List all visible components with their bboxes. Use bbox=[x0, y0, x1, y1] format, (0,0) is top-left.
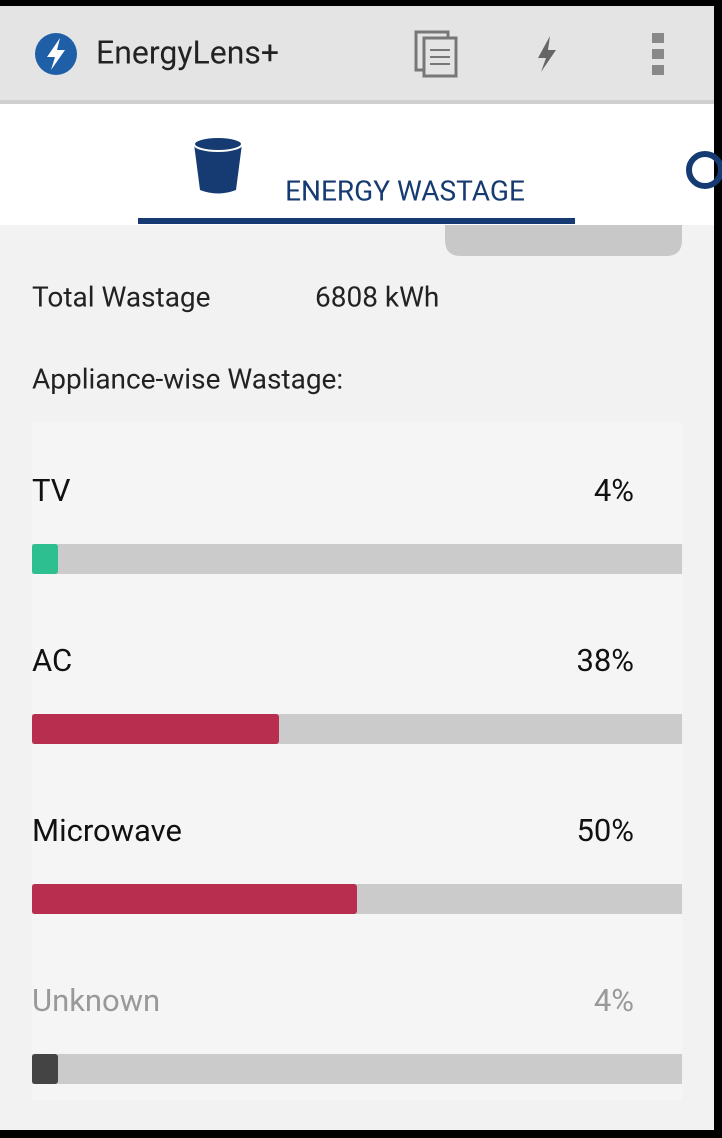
app-bar bbox=[0, 6, 714, 100]
app-icon-bolt bbox=[47, 38, 65, 70]
bar bbox=[32, 884, 357, 914]
appliance-name: Unknown bbox=[32, 982, 160, 1019]
summary-value: 6808 kWh bbox=[315, 280, 439, 313]
bar-track bbox=[32, 1054, 682, 1084]
appliance-percent: 4% bbox=[594, 472, 634, 509]
summary-label: Total Wastage bbox=[32, 280, 211, 313]
appliance-percent: 50% bbox=[576, 812, 634, 849]
app-bar-shadow bbox=[0, 100, 714, 104]
tab-indicator bbox=[138, 218, 575, 224]
copy-button[interactable] bbox=[414, 30, 458, 78]
bar bbox=[32, 714, 279, 744]
tab-bar bbox=[0, 104, 714, 225]
appliance-name: Microwave bbox=[32, 812, 182, 849]
list-panel bbox=[32, 422, 682, 1100]
appliance-name: AC bbox=[32, 642, 72, 679]
appliance-percent: 38% bbox=[576, 642, 634, 679]
partial-button[interactable] bbox=[445, 225, 682, 256]
bar bbox=[32, 544, 58, 574]
overflow-menu[interactable] bbox=[652, 33, 664, 75]
next-tab-icon[interactable] bbox=[686, 151, 722, 189]
bar-track bbox=[32, 544, 682, 574]
power-button[interactable] bbox=[538, 36, 556, 72]
tab-icon bbox=[193, 136, 243, 194]
tab-label[interactable]: ENERGY WASTAGE bbox=[285, 174, 525, 207]
bar bbox=[32, 1054, 58, 1084]
bottom-edge bbox=[0, 1130, 722, 1138]
app-title: EnergyLens+ bbox=[96, 33, 279, 71]
section-title: Appliance-wise Wastage: bbox=[32, 362, 343, 395]
appliance-percent: 4% bbox=[594, 982, 634, 1019]
appliance-name: TV bbox=[32, 472, 71, 509]
